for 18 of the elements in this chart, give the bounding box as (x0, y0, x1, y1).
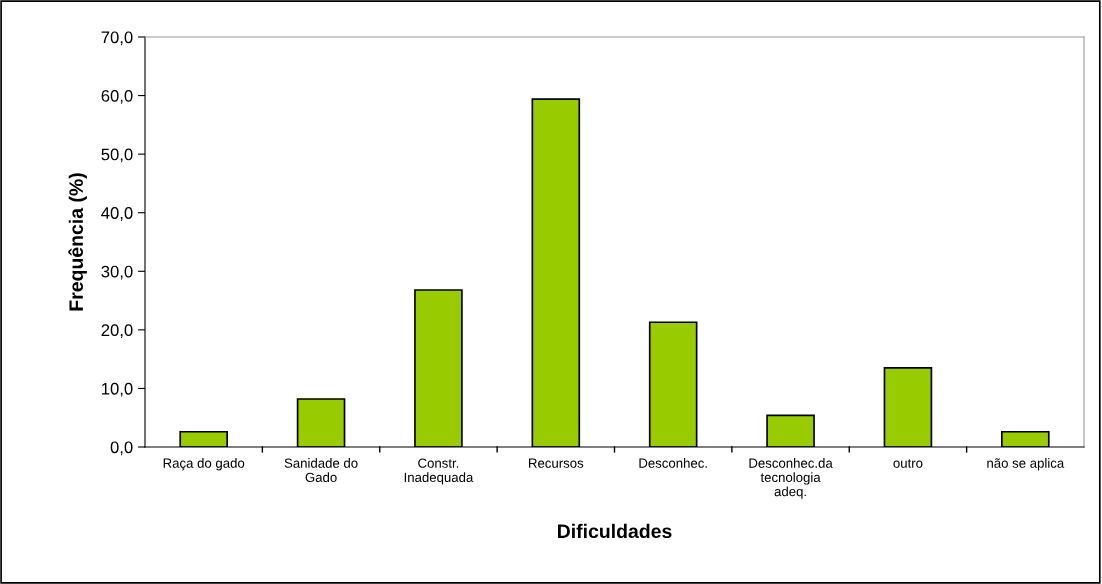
x-tick-label: Constr. Inadequada (404, 458, 474, 485)
y-tick-label: 70,0 (101, 31, 133, 46)
y-tick-label: 50,0 (101, 148, 133, 163)
x-tick-label: não se aplica (987, 458, 1065, 471)
y-tick-label: 30,0 (101, 265, 133, 280)
y-tick-label: 40,0 (101, 207, 133, 221)
y-axis-title: Frequência (%) (68, 173, 87, 311)
x-tick-label: Raça do gado (163, 458, 245, 471)
y-tick-label: 10,0 (102, 382, 133, 397)
y-tick-label: 60,0 (101, 89, 133, 104)
x-tick-label: Sanidade do Gado (284, 458, 358, 483)
x-tick-label: Recursos (529, 458, 584, 468)
x-tick-label: Desconhec.da tecnologia adeq. (749, 458, 833, 499)
x-axis-title: Dificuldades (558, 523, 672, 539)
x-tick-label: outro (893, 459, 923, 468)
y-tick-label: 20,0 (101, 324, 133, 339)
x-tick-label: Desconhec. (639, 458, 707, 468)
y-tick-label: 0,0 (110, 441, 133, 456)
